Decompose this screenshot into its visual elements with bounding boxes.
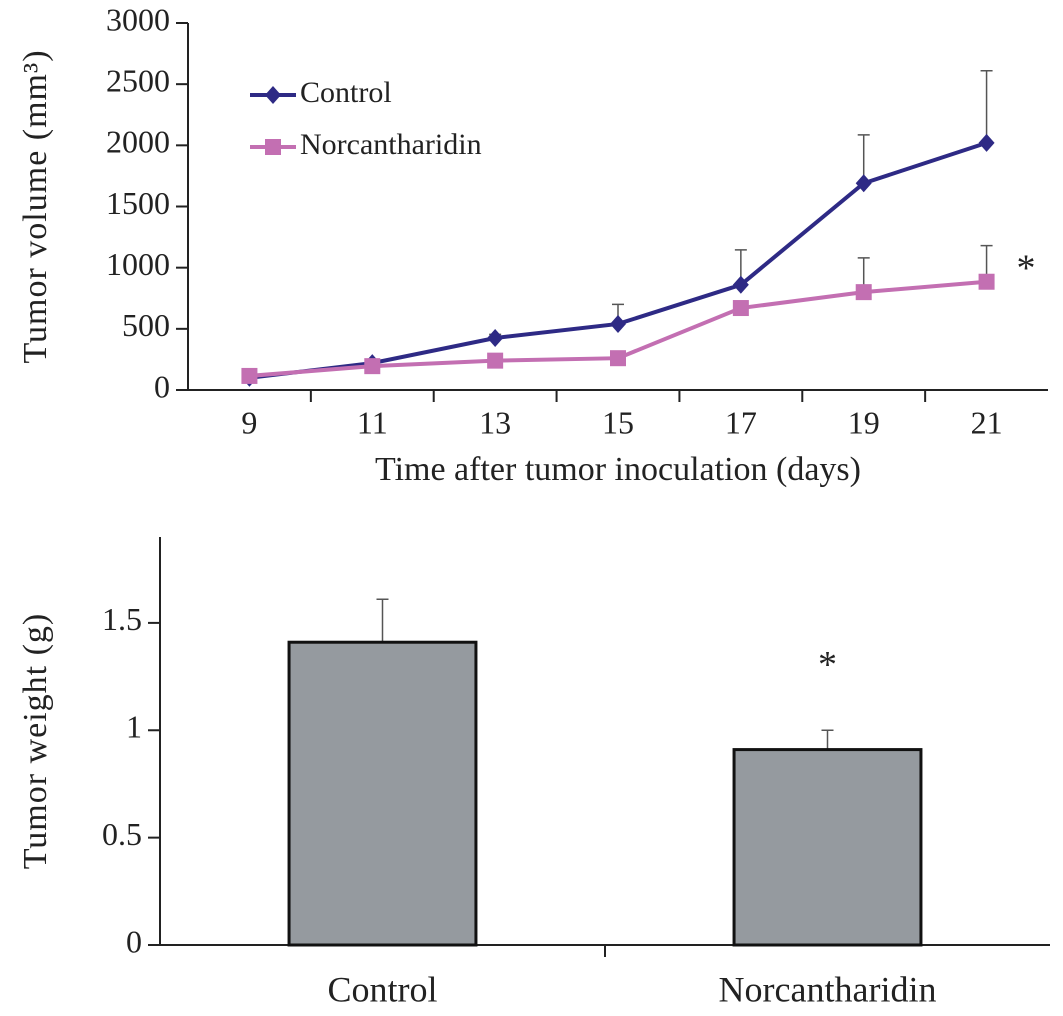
point — [610, 350, 626, 367]
y-tick-label: 0 — [126, 923, 142, 959]
point — [241, 367, 258, 384]
point — [732, 275, 749, 294]
point — [855, 174, 872, 193]
y-tick-label: 0.5 — [102, 816, 142, 852]
point — [487, 329, 504, 348]
y-axis-label: Tumor weight (g) — [17, 613, 54, 870]
annotation: * — [818, 644, 837, 686]
y-tick-label: 2500 — [106, 63, 170, 99]
series-line — [249, 140, 988, 380]
point — [855, 284, 872, 301]
x-tick-label: 17 — [725, 404, 757, 440]
point — [610, 314, 626, 333]
y-tick-label: 1 — [126, 709, 142, 745]
y-tick-label: 500 — [122, 307, 170, 343]
x-tick-label: Norcantharidin — [719, 969, 937, 1009]
legend-label: Control — [300, 76, 392, 109]
x-axis-label: Time after tumor inoculation (days) — [375, 451, 861, 488]
x-tick-label: 11 — [357, 404, 388, 440]
x-tick-label: Control — [327, 969, 437, 1009]
y-tick-label: 3000 — [106, 1, 170, 37]
y-axis-label: Tumor volume (mm³) — [17, 49, 54, 363]
point — [978, 133, 995, 152]
bar — [287, 640, 478, 947]
legend-marker — [265, 139, 281, 155]
point — [978, 273, 995, 290]
y-tick-label: 1500 — [106, 185, 170, 221]
y-tick-label: 0 — [154, 368, 170, 404]
point — [487, 352, 504, 369]
point — [364, 358, 381, 375]
annotation: * — [1017, 247, 1036, 289]
error-bar — [376, 598, 389, 643]
error-bar — [821, 729, 834, 750]
bar — [732, 748, 923, 947]
x-tick-label: 9 — [241, 404, 257, 440]
error-bar — [980, 69, 993, 143]
x-tick-label: 15 — [602, 404, 634, 440]
x-tick-label: 19 — [848, 404, 880, 440]
x-tick-label: 13 — [479, 404, 511, 440]
x-tick-label: 21 — [971, 404, 1003, 440]
point — [732, 300, 749, 317]
y-tick-label: 1.5 — [102, 601, 142, 637]
y-tick-label: 1000 — [106, 246, 170, 282]
legend-label: Norcantharidin — [300, 128, 482, 161]
legend-marker — [265, 86, 281, 104]
y-tick-label: 2000 — [106, 124, 170, 160]
